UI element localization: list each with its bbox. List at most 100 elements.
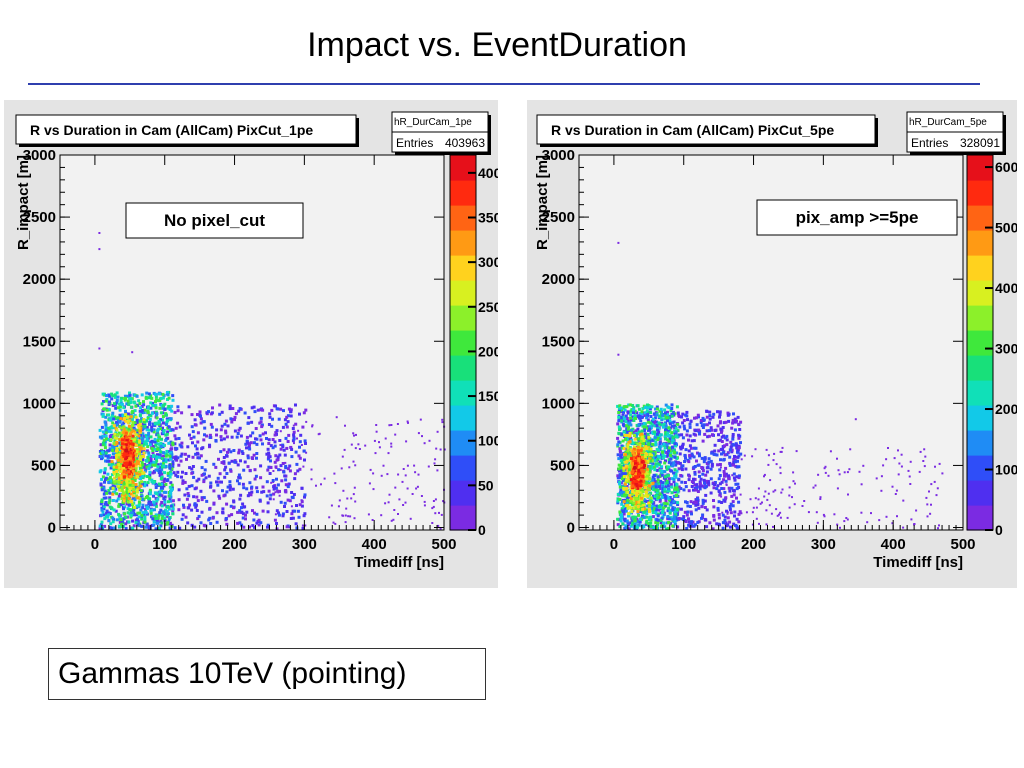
heatmap-bin xyxy=(650,478,654,482)
heatmap-bin xyxy=(122,517,126,521)
heatmap-bin xyxy=(687,517,691,521)
heatmap-bin xyxy=(202,480,206,484)
heatmap-bin xyxy=(149,435,153,439)
heatmap-bin xyxy=(217,457,220,461)
heatmap-bin xyxy=(672,420,676,424)
heatmap-bin xyxy=(664,478,668,481)
heatmap-bin xyxy=(148,497,152,501)
heatmap-bin xyxy=(163,511,167,515)
heatmap-bin xyxy=(154,455,158,459)
heatmap-bin xyxy=(649,421,653,425)
heatmap-bin xyxy=(248,481,252,485)
heatmap-bin xyxy=(112,442,116,446)
heatmap-bin xyxy=(663,475,667,479)
heatmap-bin xyxy=(616,443,620,447)
heatmap-bin xyxy=(115,401,119,405)
heatmap-bin xyxy=(660,418,664,422)
heatmap-bin xyxy=(683,510,687,514)
heatmap-bin xyxy=(684,485,688,489)
heatmap-bin xyxy=(103,524,107,528)
heatmap-bin xyxy=(736,482,740,486)
heatmap-bin xyxy=(255,521,259,525)
heatmap-bin xyxy=(112,402,116,406)
heatmap-bin xyxy=(230,459,234,463)
heatmap-bin xyxy=(132,438,136,442)
heatmap-bin xyxy=(648,426,652,430)
heatmap-bin xyxy=(702,478,706,482)
heatmap-bin xyxy=(665,502,669,506)
heatmap-bin xyxy=(298,412,301,416)
heatmap-bin xyxy=(619,453,623,457)
heatmap-bin xyxy=(732,457,736,461)
heatmap-bin xyxy=(700,516,703,520)
heatmap-bin xyxy=(757,498,760,501)
heatmap-bin xyxy=(283,501,287,505)
heatmap-bin xyxy=(442,500,445,503)
heatmap-bin xyxy=(763,473,766,476)
heatmap-bin xyxy=(735,446,739,450)
heatmap-bin xyxy=(273,460,277,464)
heatmap-bin xyxy=(134,483,138,486)
heatmap-bin xyxy=(717,433,720,437)
heatmap-bin xyxy=(118,420,122,424)
heatmap-bin xyxy=(349,515,352,518)
annotation-box xyxy=(125,202,304,239)
heatmap-bin xyxy=(727,419,731,423)
heatmap-bin xyxy=(631,415,635,419)
heatmap-bin xyxy=(720,429,723,433)
heatmap-bin xyxy=(281,462,285,465)
heatmap-bin xyxy=(294,450,298,454)
heatmap-bin xyxy=(148,492,152,496)
heatmap-bin xyxy=(443,448,446,451)
heatmap-bin xyxy=(147,428,151,432)
heatmap-bin xyxy=(160,482,164,486)
heatmap-bin xyxy=(252,518,256,522)
heatmap-bin xyxy=(677,433,681,437)
heatmap-bin xyxy=(254,427,258,430)
heatmap-bin xyxy=(649,518,653,522)
heatmap-bin xyxy=(303,512,307,516)
heatmap-bin xyxy=(147,392,151,396)
heatmap-bin xyxy=(176,456,180,460)
heatmap-bin xyxy=(432,500,435,502)
heatmap-bin xyxy=(265,452,269,456)
heatmap-bin xyxy=(110,425,114,429)
heatmap-bin xyxy=(628,429,632,433)
heatmap-bin xyxy=(226,450,229,454)
heatmap-bin xyxy=(661,493,664,497)
heatmap-bin xyxy=(225,522,229,526)
heatmap-bin xyxy=(661,485,665,489)
heatmap-bin xyxy=(219,435,223,439)
heatmap-bin xyxy=(328,516,331,519)
heatmap-bin xyxy=(101,450,105,454)
heatmap-bin xyxy=(645,411,649,415)
heatmap-bin xyxy=(716,506,720,510)
heatmap-bin xyxy=(152,500,156,504)
heatmap-bin xyxy=(232,449,236,452)
heatmap-bin xyxy=(158,490,162,494)
heatmap-bin xyxy=(624,437,627,441)
heatmap-bin xyxy=(625,435,628,439)
heatmap-bin xyxy=(703,483,707,487)
heatmap-bin xyxy=(229,450,233,454)
heatmap-bin xyxy=(698,485,702,489)
heatmap-bin xyxy=(694,446,698,450)
heatmap-bin xyxy=(116,482,120,486)
heatmap-bin xyxy=(620,444,624,448)
heatmap-bin xyxy=(292,433,296,437)
heatmap-bin xyxy=(293,477,297,481)
heatmap-bin xyxy=(105,408,109,412)
heatmap-bin xyxy=(716,410,719,414)
heatmap-bin xyxy=(668,437,672,441)
heatmap-bin xyxy=(666,496,670,500)
heatmap-bin xyxy=(669,426,673,430)
heatmap-bin xyxy=(860,483,863,486)
heatmap-bin xyxy=(849,448,852,451)
heatmap-bin xyxy=(663,408,667,412)
heatmap-bin xyxy=(728,505,732,509)
heatmap-bin xyxy=(896,515,898,518)
heatmap-bin xyxy=(669,451,673,454)
heatmap-bin xyxy=(163,495,167,499)
heatmap-bin xyxy=(224,431,228,435)
heatmap-bin xyxy=(251,524,255,528)
